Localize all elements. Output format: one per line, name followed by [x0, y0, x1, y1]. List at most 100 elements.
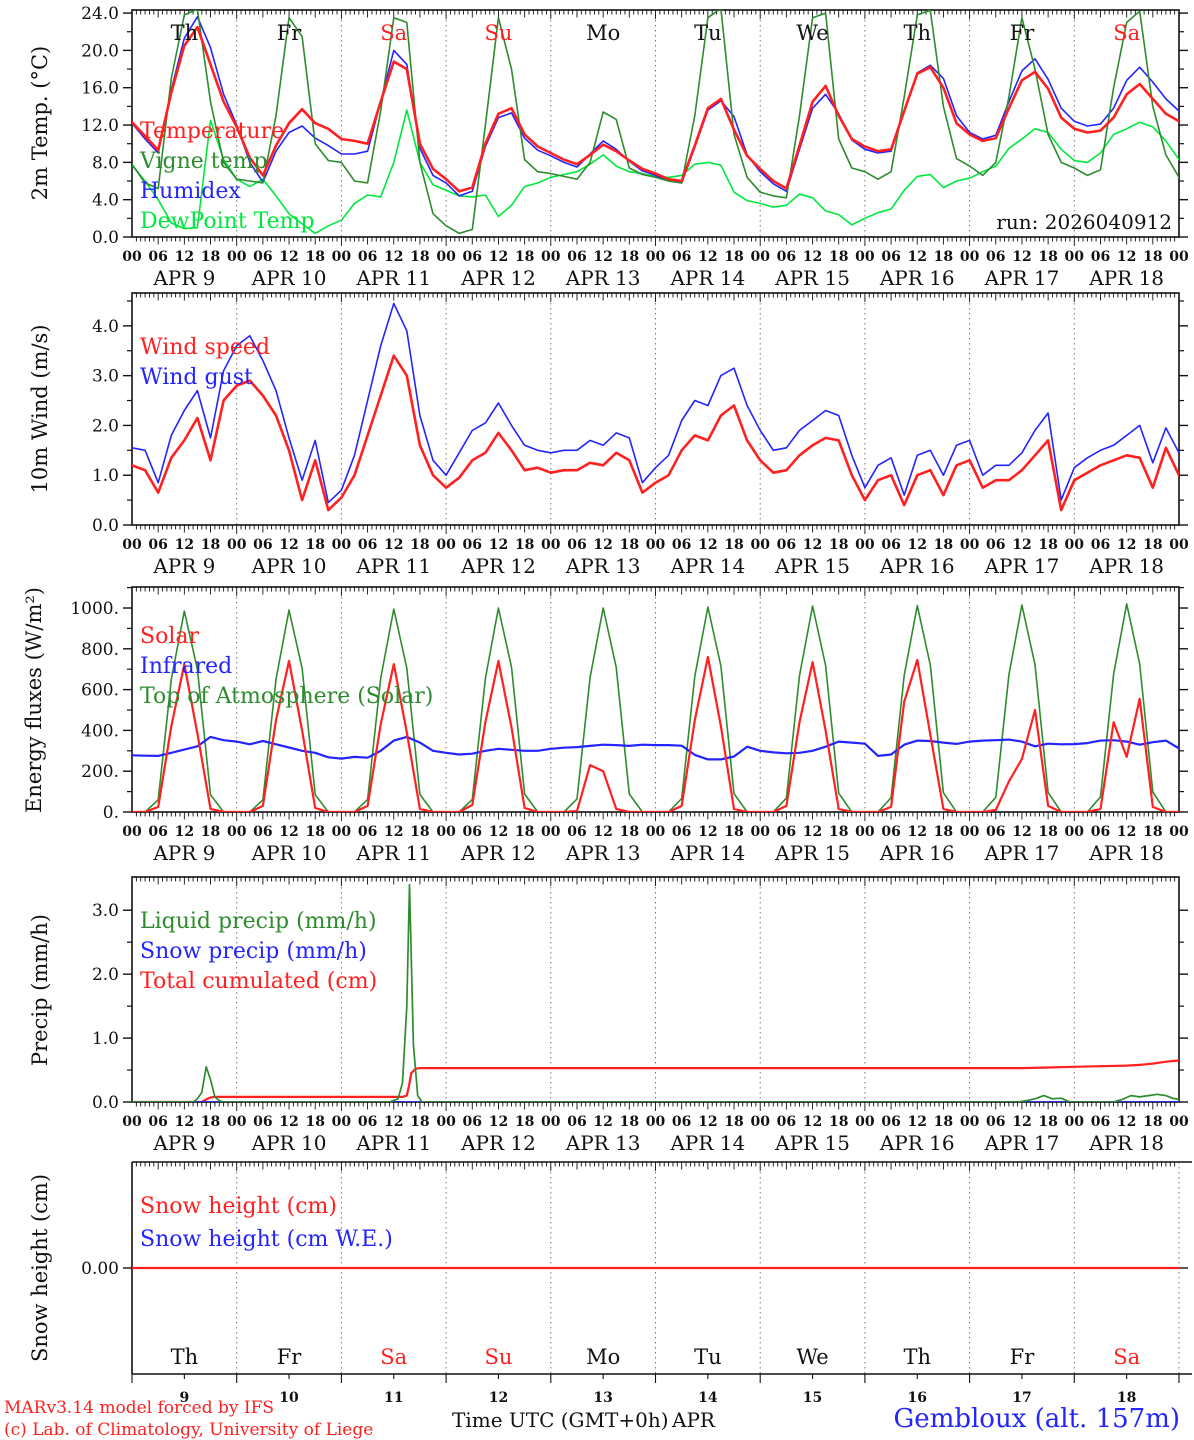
hour-tick-label: 00	[122, 537, 142, 553]
hour-tick-label: 12	[908, 249, 927, 265]
day-name-label: Sa	[1113, 1345, 1140, 1369]
hour-tick-label: 06	[986, 249, 1005, 265]
y-tick-label: 2.0	[92, 416, 119, 436]
legend-vigne-temp: Vigne temp	[139, 149, 268, 174]
hour-tick-label: 12	[1012, 249, 1031, 265]
station-label: Gembloux (alt. 157m)	[893, 1404, 1180, 1434]
hour-tick-label: 18	[515, 1114, 534, 1130]
day-number-label: 15	[803, 1390, 822, 1406]
hour-tick-label: 12	[908, 1114, 927, 1130]
hour-tick-label: 12	[593, 249, 612, 265]
hour-tick-label: 06	[463, 537, 482, 553]
xaxis-title: Time UTC (GMT+0h)	[452, 1408, 669, 1432]
hour-tick-label: 18	[515, 537, 534, 553]
date-label: APR 9	[152, 554, 215, 578]
day-number-label: 18	[1117, 1390, 1136, 1406]
hour-tick-label: 12	[384, 824, 403, 840]
hour-tick-label: 00	[960, 537, 980, 553]
date-label: APR 11	[355, 266, 431, 290]
hour-tick-label: 18	[201, 249, 220, 265]
day-name-label: Fr	[1010, 21, 1036, 45]
hour-tick-label: 18	[934, 249, 953, 265]
hour-tick-label: 18	[829, 537, 848, 553]
hour-tick-label: 00	[960, 1114, 980, 1130]
hour-tick-label: 06	[358, 249, 377, 265]
day-name-label: Th	[903, 21, 931, 45]
hour-tick-label: 18	[410, 824, 429, 840]
legend-snow-precip-mm-h-: Snow precip (mm/h)	[140, 939, 367, 964]
hour-tick-label: 00	[750, 249, 770, 265]
hour-tick-label: 06	[567, 249, 586, 265]
date-label: APR 16	[879, 554, 955, 578]
y-tick-label: 24.0	[81, 4, 119, 24]
date-label: APR 15	[774, 554, 850, 578]
date-label: APR 10	[251, 266, 327, 290]
hour-tick-label: 00	[436, 249, 456, 265]
panel-wind: 0.0 1.0 2.0 3.0 4.0 Wind speed Wind gust 00 06 12…	[92, 292, 1189, 578]
hour-tick-label: 00	[1169, 1114, 1189, 1130]
day-name-label: Th	[171, 1345, 199, 1369]
hour-tick-label: 00	[960, 249, 980, 265]
hour-tick-label: 06	[1091, 1114, 1110, 1130]
hour-tick-label: 06	[567, 1114, 586, 1130]
date-label: APR 11	[355, 1131, 431, 1155]
day-name-label: Th	[903, 1345, 931, 1369]
hour-tick-label: 00	[960, 824, 980, 840]
legend-temperature: Temperature	[140, 119, 284, 144]
hour-tick-label: 00	[332, 249, 352, 265]
hour-tick-label: 18	[201, 824, 220, 840]
day-name-label: Su	[484, 21, 512, 45]
legend-liquid-precip-mm-h-: Liquid precip (mm/h)	[140, 909, 377, 934]
day-name-label: Fr	[1010, 1345, 1036, 1369]
y-tick-label: 4.0	[92, 317, 119, 337]
hour-tick-label: 00	[436, 824, 456, 840]
hour-tick-label: 12	[1012, 537, 1031, 553]
y-tick-label: 12.0	[81, 116, 119, 136]
hour-tick-label: 12	[1012, 1114, 1031, 1130]
hour-tick-label: 12	[593, 1114, 612, 1130]
date-label: APR 11	[355, 554, 431, 578]
y-tick-label: 0.0	[92, 1093, 119, 1113]
hour-tick-label: 18	[305, 249, 324, 265]
series-wind-gust	[132, 302, 1179, 504]
hour-tick-label: 00	[541, 1114, 561, 1130]
xaxis-month-label: APR	[672, 1408, 715, 1432]
hour-tick-label: 18	[515, 249, 534, 265]
y-tick-label: 0.00	[81, 1259, 119, 1279]
y-tick-label: 8.0	[92, 153, 119, 173]
date-label: APR 13	[565, 841, 641, 865]
day-name-label: Su	[484, 1345, 512, 1369]
date-label: APR 10	[251, 1131, 327, 1155]
y-tick-label: 20.0	[81, 41, 119, 61]
hour-tick-label: 06	[358, 824, 377, 840]
hour-tick-label: 00	[1169, 249, 1189, 265]
hour-tick-label: 18	[201, 1114, 220, 1130]
series-humidex	[132, 15, 1179, 197]
series-dewpoint-temp	[132, 109, 1179, 235]
date-label: APR 18	[1088, 266, 1164, 290]
day-number-label: 13	[593, 1390, 612, 1406]
y-tick-label: 4.0	[92, 191, 119, 211]
hour-tick-label: 00	[1065, 824, 1085, 840]
y-tick-label: 0.0	[92, 228, 119, 248]
hour-tick-label: 18	[620, 1114, 639, 1130]
legend-dewpoint-temp: DewPoint Temp	[140, 209, 315, 234]
date-label: APR 14	[669, 841, 745, 865]
legend-infrared: Infrared	[140, 654, 232, 679]
hour-tick-label: 12	[698, 249, 717, 265]
hour-tick-label: 06	[1091, 824, 1110, 840]
date-label: APR 14	[669, 1131, 745, 1155]
hour-tick-label: 18	[934, 537, 953, 553]
hour-tick-label: 12	[279, 824, 298, 840]
hour-tick-label: 12	[489, 249, 508, 265]
day-name-label: Mo	[586, 1345, 620, 1369]
day-number-label: 14	[698, 1390, 718, 1406]
hour-tick-label: 06	[463, 824, 482, 840]
hour-tick-label: 06	[986, 824, 1005, 840]
hour-tick-label: 06	[148, 824, 167, 840]
hour-tick-label: 06	[358, 537, 377, 553]
hour-tick-label: 06	[567, 824, 586, 840]
day-name-label: Sa	[1113, 21, 1140, 45]
date-label: APR 15	[774, 841, 850, 865]
